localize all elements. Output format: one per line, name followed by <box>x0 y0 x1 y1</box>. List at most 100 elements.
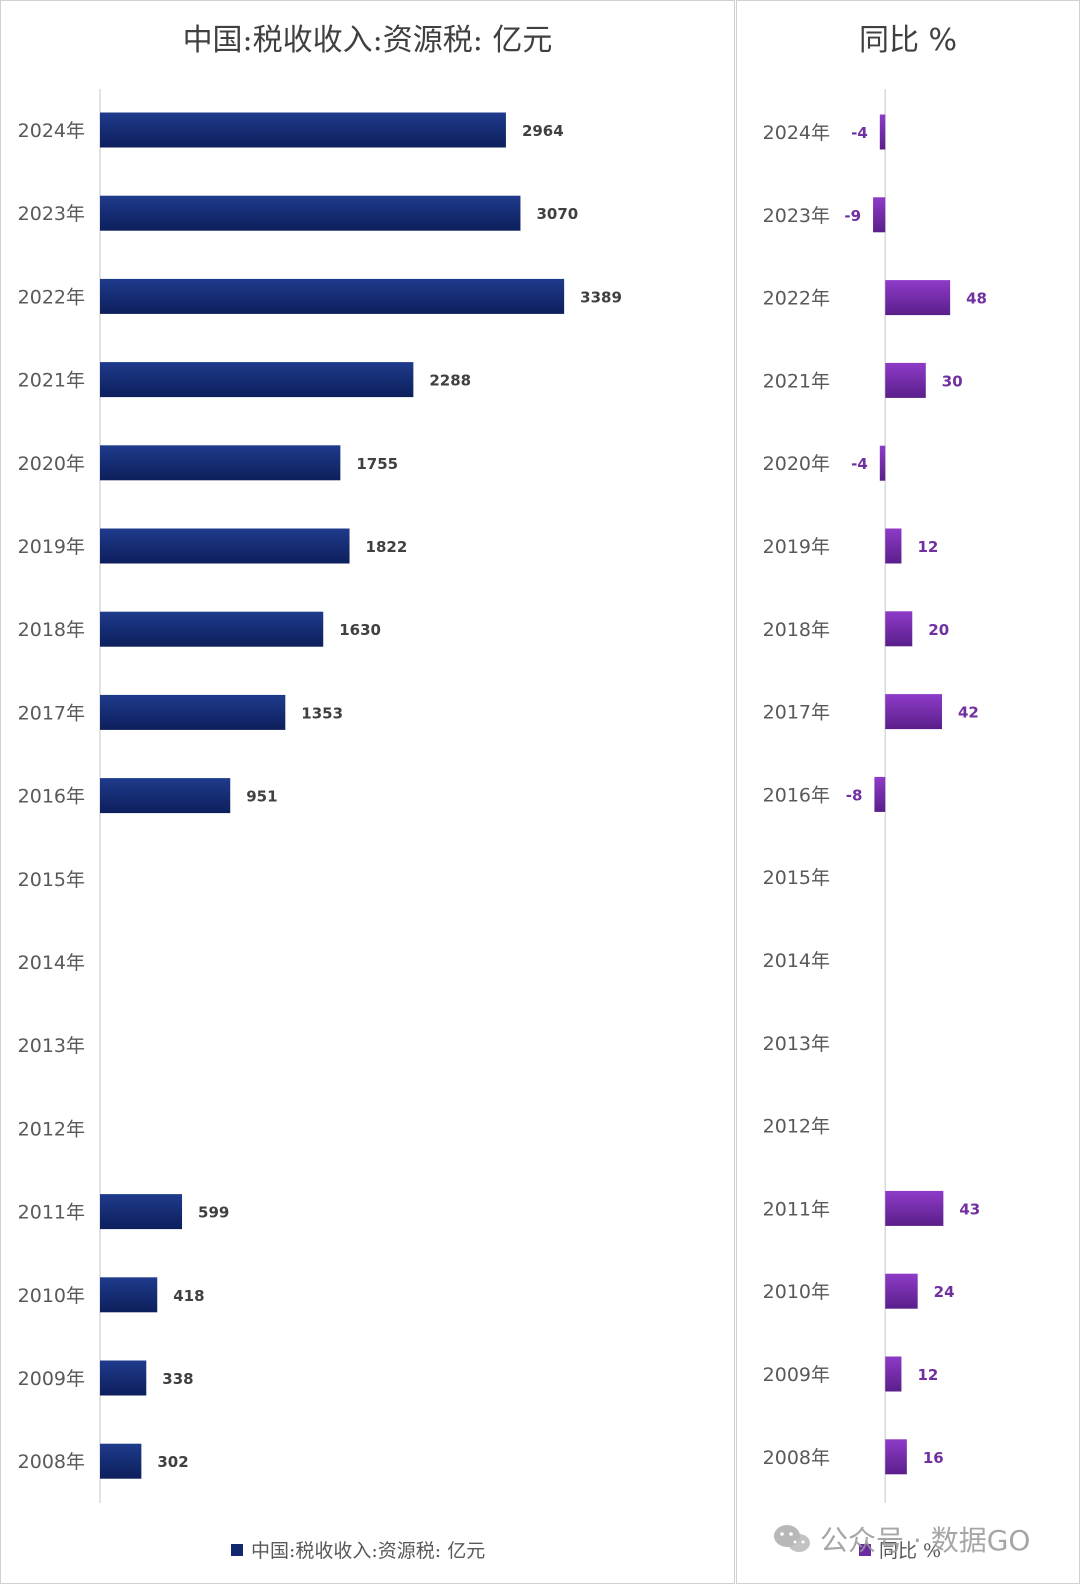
bar <box>885 1273 918 1309</box>
data-label: 3070 <box>536 205 578 223</box>
data-label: 42 <box>958 704 979 722</box>
category-tick-label: 2018年 <box>763 619 830 641</box>
data-label: 1822 <box>366 538 408 556</box>
yoy-bar-chart: 2024年 -4 2023年 -9 2022年 48 2021年 30 2020年 -4 2019年… <box>763 89 987 1503</box>
data-label: 12 <box>917 1366 938 1384</box>
bar <box>100 1360 147 1396</box>
data-label: 30 <box>942 372 963 390</box>
category-tick-label: 2021年 <box>763 370 830 392</box>
category-tick-label: 2010年 <box>763 1281 830 1303</box>
data-label: -9 <box>844 207 861 225</box>
bar <box>885 611 913 647</box>
category-tick-label: 2015年 <box>18 869 85 891</box>
bar <box>100 1443 142 1479</box>
bar <box>100 362 414 398</box>
data-label: -4 <box>851 124 868 142</box>
yoy-legend: 同比 % <box>859 1536 941 1563</box>
data-label: 2288 <box>429 372 471 390</box>
data-label: 20 <box>928 621 949 639</box>
category-tick-label: 2021年 <box>18 370 85 392</box>
data-label: 12 <box>917 538 938 556</box>
yoy-legend-swatch <box>859 1543 871 1556</box>
data-label: 951 <box>246 788 277 806</box>
revenue-chart-panel: 中国:税收收入:资源税: 亿元 2024年 2964 2023年 3070 2022年 3… <box>0 0 735 1584</box>
category-tick-label: 2020年 <box>18 453 85 475</box>
category-tick-label: 2012年 <box>763 1116 830 1138</box>
revenue-legend-label: 中国:税收收入:资源税: 亿元 <box>251 1540 486 1562</box>
bar <box>100 445 341 481</box>
category-tick-label: 2014年 <box>763 950 830 972</box>
yoy-chart-panel: 同比 % 2024年 -4 2023年 -9 2022年 48 2021年 30 2020年 -4… <box>736 0 1080 1584</box>
category-tick-label: 2019年 <box>18 536 85 558</box>
bar <box>885 528 902 564</box>
category-tick-label: 2013年 <box>18 1035 85 1057</box>
category-tick-label: 2019年 <box>763 536 830 558</box>
category-tick-label: 2023年 <box>763 205 830 227</box>
category-tick-label: 2022年 <box>18 286 85 308</box>
category-tick-label: 2013年 <box>763 1033 830 1055</box>
category-tick-label: 2016年 <box>763 784 830 806</box>
data-label: 2964 <box>522 122 564 140</box>
category-tick-label: 2008年 <box>18 1451 85 1473</box>
data-label: -4 <box>851 455 868 473</box>
revenue-chart-title: 中国:税收收入:资源税: 亿元 <box>182 23 553 58</box>
data-label: 43 <box>959 1200 980 1218</box>
data-label: 48 <box>966 290 987 308</box>
bar <box>873 197 886 233</box>
revenue-legend-swatch <box>231 1543 243 1556</box>
data-label: 338 <box>162 1370 193 1388</box>
data-label: 1755 <box>356 455 398 473</box>
bar <box>100 694 286 730</box>
bar <box>100 195 521 231</box>
bar <box>885 362 926 398</box>
category-tick-label: 2018年 <box>18 619 85 641</box>
data-label: 1630 <box>339 621 381 639</box>
data-label: -8 <box>846 786 863 804</box>
bar <box>100 112 506 148</box>
data-label: 418 <box>173 1287 204 1305</box>
category-tick-label: 2017年 <box>763 702 830 724</box>
bar <box>885 1356 902 1392</box>
watermark-text: 公众号 · 数据GO <box>820 1524 1031 1557</box>
category-tick-label: 2011年 <box>18 1202 85 1224</box>
bar <box>879 445 886 481</box>
bar <box>885 1190 944 1226</box>
category-tick-label: 2022年 <box>763 288 830 310</box>
yoy-chart-title: 同比 % <box>858 23 958 58</box>
category-tick-label: 2015年 <box>763 867 830 889</box>
revenue-bar-chart: 2024年 2964 2023年 3070 2022年 3389 2021年 2288 2020… <box>18 89 622 1503</box>
bar <box>100 528 350 564</box>
category-tick-label: 2024年 <box>18 120 85 142</box>
bar <box>885 694 943 730</box>
revenue-legend: 中国:税收收入:资源税: 亿元 <box>231 1536 485 1563</box>
category-tick-label: 2008年 <box>763 1447 830 1469</box>
category-tick-label: 2017年 <box>18 702 85 724</box>
category-tick-label: 2009年 <box>763 1364 830 1386</box>
watermark: 公众号 · 数据GO <box>772 1522 1031 1557</box>
data-label: 3389 <box>580 288 622 306</box>
wechat-icon <box>774 1525 810 1552</box>
category-tick-label: 2024年 <box>763 122 830 144</box>
bar <box>885 280 951 316</box>
category-tick-label: 2014年 <box>18 952 85 974</box>
yoy-legend-label: 同比 % <box>879 1540 942 1562</box>
bar <box>885 1439 907 1475</box>
bar <box>100 278 565 314</box>
data-label: 24 <box>934 1283 955 1301</box>
data-label: 302 <box>157 1453 188 1471</box>
bar <box>874 776 886 812</box>
category-tick-label: 2023年 <box>18 203 85 225</box>
category-tick-label: 2009年 <box>18 1368 85 1390</box>
category-tick-label: 2016年 <box>18 786 85 808</box>
category-tick-label: 2011年 <box>763 1198 830 1220</box>
category-tick-label: 2012年 <box>18 1118 85 1140</box>
data-label: 1353 <box>301 704 343 722</box>
category-tick-label: 2020年 <box>763 453 830 475</box>
bar <box>879 114 886 150</box>
data-label: 16 <box>923 1449 944 1467</box>
bar <box>100 1194 183 1230</box>
data-label: 599 <box>198 1204 229 1222</box>
bar <box>100 611 324 647</box>
bar <box>100 778 231 814</box>
